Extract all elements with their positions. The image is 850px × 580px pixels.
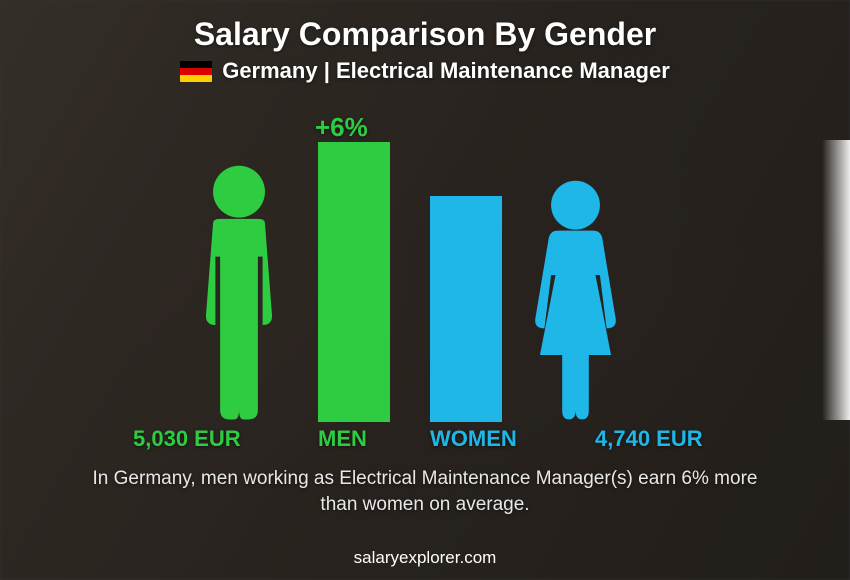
- infographic-content: Salary Comparison By Gender Germany | El…: [0, 0, 850, 580]
- footer-source: salaryexplorer.com: [0, 548, 850, 568]
- separator: |: [324, 58, 330, 83]
- subtitle-row: Germany | Electrical Maintenance Manager: [0, 58, 850, 84]
- labels-row: 5,030 EUR MEN WOMEN 4,740 EUR: [0, 426, 850, 456]
- page-title: Salary Comparison By Gender: [0, 16, 850, 53]
- women-salary-value: 4,740 EUR: [595, 426, 703, 452]
- men-salary-value: 5,030 EUR: [133, 426, 241, 452]
- men-label: MEN: [318, 426, 367, 452]
- job-title: Electrical Maintenance Manager: [336, 58, 670, 83]
- woman-icon: [520, 177, 631, 422]
- subtitle-text: Germany | Electrical Maintenance Manager: [222, 58, 670, 84]
- germany-flag-icon: [180, 61, 212, 82]
- yaxis-bg: [822, 140, 850, 420]
- men-bar: [318, 142, 390, 422]
- men-pct-label: +6%: [315, 112, 368, 143]
- description-text: In Germany, men working as Electrical Ma…: [80, 466, 770, 517]
- country-name: Germany: [222, 58, 317, 83]
- man-icon: [180, 162, 298, 422]
- women-label: WOMEN: [430, 426, 517, 452]
- chart-area: +6%: [0, 92, 850, 422]
- women-bar: [430, 196, 502, 422]
